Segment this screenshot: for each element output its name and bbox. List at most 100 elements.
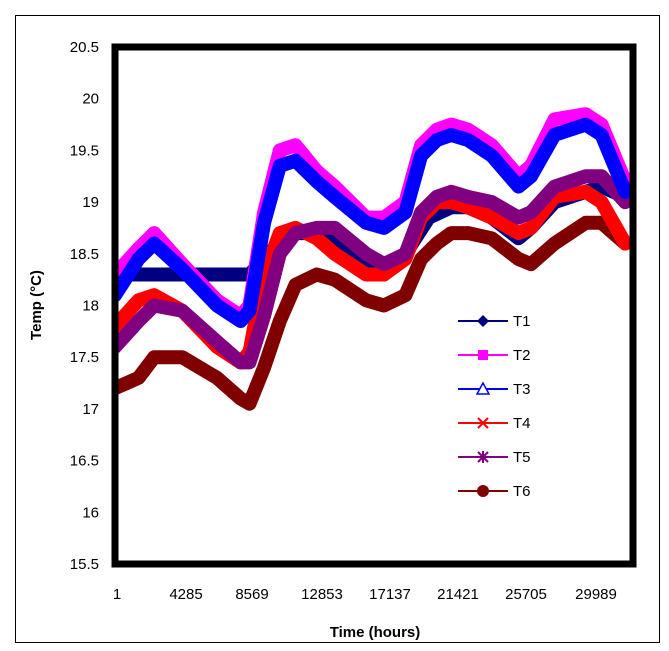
- data-point: [448, 131, 455, 138]
- data-point: [598, 199, 605, 206]
- data-point: [582, 188, 589, 195]
- legend-marker: [477, 315, 489, 327]
- legend-marker: [475, 381, 491, 395]
- x-axis-ticks: 1 4285 8569 12853 17137 21421 25705 29989: [113, 586, 617, 603]
- y-tick-label: 17.5: [70, 349, 99, 366]
- data-point: [229, 271, 236, 278]
- data-point: [465, 204, 472, 211]
- data-point: [418, 209, 425, 216]
- data-point: [151, 354, 158, 361]
- y-tick-label: 19: [82, 194, 99, 211]
- data-point: [313, 271, 320, 278]
- legend-marker: [477, 417, 489, 429]
- x-tick-label: 25705: [505, 586, 547, 603]
- data-point: [598, 173, 605, 180]
- data-point: [448, 188, 455, 195]
- data-point: [380, 302, 387, 309]
- y-tick-label: 20.5: [70, 39, 99, 56]
- data-point: [582, 111, 589, 118]
- data-point: [261, 312, 268, 319]
- data-point: [527, 209, 534, 216]
- x-tick-label: 21421: [437, 586, 479, 603]
- legend-item-T3: T3: [458, 381, 531, 398]
- data-point: [380, 261, 387, 268]
- data-point: [433, 137, 440, 144]
- data-point: [582, 173, 589, 180]
- data-point: [402, 292, 409, 299]
- data-point: [527, 173, 534, 180]
- data-point: [418, 255, 425, 262]
- data-point: [582, 121, 589, 128]
- data-point: [237, 395, 244, 402]
- data-point: [448, 230, 455, 237]
- data-point: [433, 193, 440, 200]
- x-axis-title: Time (hours): [330, 624, 421, 641]
- data-point: [151, 240, 158, 247]
- legend-marker: [478, 350, 488, 360]
- series-T3: [115, 117, 633, 328]
- legend-marker: [477, 485, 489, 497]
- legend-item-T6: T6: [458, 483, 531, 500]
- data-point: [551, 116, 558, 123]
- legend-label: T2: [513, 347, 531, 364]
- data-point: [292, 230, 299, 237]
- data-point: [363, 250, 370, 257]
- data-point: [313, 224, 320, 231]
- data-point: [214, 338, 221, 345]
- data-point: [179, 307, 186, 314]
- data-point: [276, 230, 283, 237]
- legend-label: T1: [513, 313, 531, 330]
- data-point: [151, 302, 158, 309]
- data-point: [151, 292, 158, 299]
- data-point: [151, 230, 158, 237]
- data-point: [276, 250, 283, 257]
- plot-area-border: [111, 43, 637, 568]
- data-point: [237, 318, 244, 325]
- data-point: [402, 250, 409, 257]
- data-point: [465, 137, 472, 144]
- legend-item-T4: T4: [458, 415, 531, 432]
- data-point: [465, 193, 472, 200]
- data-point: [598, 131, 605, 138]
- legend-marker: [477, 451, 489, 463]
- y-tick-label: 17: [82, 401, 99, 418]
- data-point: [292, 157, 299, 164]
- data-point: [622, 240, 629, 247]
- data-point: [363, 271, 370, 278]
- data-point: [135, 297, 142, 304]
- legend-label: T4: [513, 415, 531, 432]
- data-point: [246, 307, 253, 314]
- data-point: [331, 276, 338, 283]
- y-axis-ticks: 15.5 16 16.5 17 17.5 18 18.5 19 19.5 20 20.5: [70, 39, 99, 573]
- data-point: [465, 126, 472, 133]
- x-tick-label: 1: [113, 586, 121, 603]
- y-tick-label: 19.5: [70, 142, 99, 159]
- data-point: [135, 374, 142, 381]
- x-tick-label: 29989: [575, 586, 617, 603]
- data-point: [135, 255, 142, 262]
- data-point: [151, 271, 158, 278]
- data-point: [622, 199, 629, 206]
- data-point: [488, 214, 495, 221]
- legend-item-T5: T5: [458, 449, 531, 466]
- x-tick-label: 8569: [235, 586, 268, 603]
- data-point: [598, 219, 605, 226]
- data-point: [331, 224, 338, 231]
- data-point: [380, 224, 387, 231]
- x-tick-label: 17137: [369, 586, 411, 603]
- legend-label: T6: [513, 483, 531, 500]
- y-tick-label: 16: [82, 504, 99, 521]
- data-point: [433, 240, 440, 247]
- data-point: [237, 359, 244, 366]
- data-point: [433, 126, 440, 133]
- data-point: [292, 281, 299, 288]
- series-line: [115, 117, 633, 328]
- data-point: [582, 219, 589, 226]
- data-point: [313, 178, 320, 185]
- data-point: [488, 152, 495, 159]
- data-point: [465, 230, 472, 237]
- series-layer: [115, 107, 633, 411]
- y-tick-label: 18.5: [70, 246, 99, 263]
- data-point: [515, 214, 522, 221]
